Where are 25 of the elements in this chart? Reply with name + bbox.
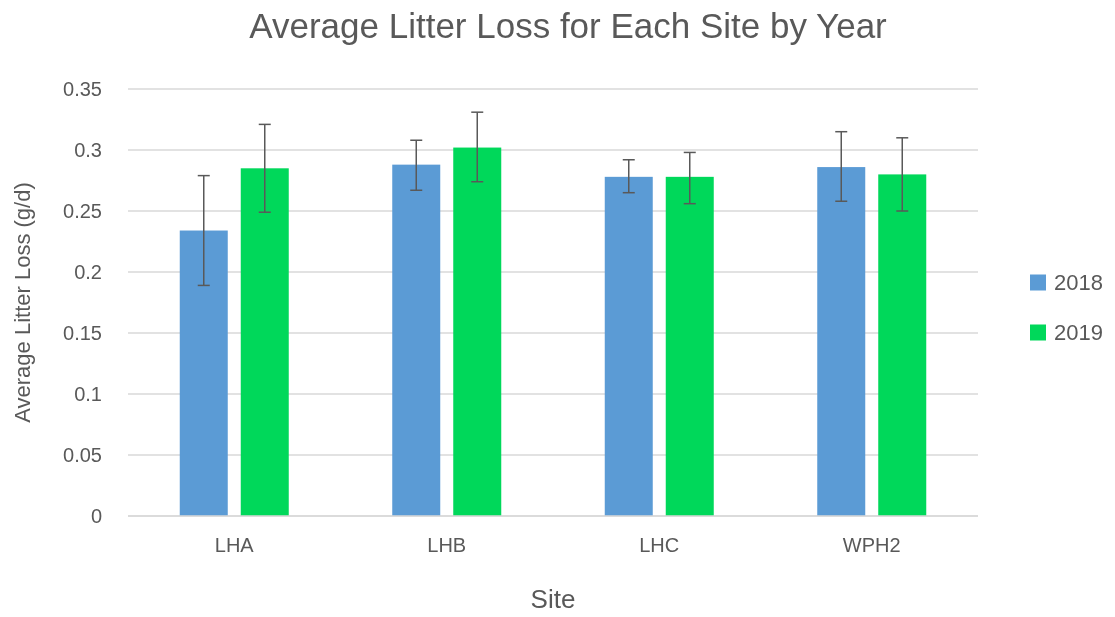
y-axis-title: Average Litter Loss (g/d) bbox=[10, 182, 35, 423]
x-axis-title: Site bbox=[530, 584, 576, 614]
bar bbox=[240, 168, 289, 516]
x-tick-label: LHC bbox=[639, 534, 680, 556]
bar bbox=[453, 147, 502, 516]
bar bbox=[392, 164, 441, 516]
y-tick-label: 0.2 bbox=[74, 261, 102, 283]
y-tick-label: 0.15 bbox=[63, 322, 102, 344]
bar bbox=[604, 176, 653, 516]
bar bbox=[878, 174, 927, 516]
x-tick-label: LHB bbox=[427, 534, 467, 556]
bar bbox=[665, 176, 714, 516]
y-tick-label: 0.3 bbox=[74, 139, 102, 161]
y-tick-label: 0.35 bbox=[63, 78, 102, 100]
y-tick-label: 0.25 bbox=[63, 200, 102, 222]
y-tick-label: 0.1 bbox=[74, 383, 102, 405]
bar bbox=[179, 230, 228, 516]
bar bbox=[817, 167, 866, 516]
x-tick-label: WPH2 bbox=[842, 534, 901, 556]
legend-label: 2019 bbox=[1054, 320, 1103, 346]
x-tick-label: LHA bbox=[214, 534, 255, 556]
legend-label: 2018 bbox=[1054, 270, 1103, 296]
chart-title: Average Litter Loss for Each Site by Year bbox=[249, 6, 888, 45]
y-tick-label: 0.05 bbox=[63, 444, 102, 466]
y-tick-label: 0 bbox=[90, 505, 102, 527]
